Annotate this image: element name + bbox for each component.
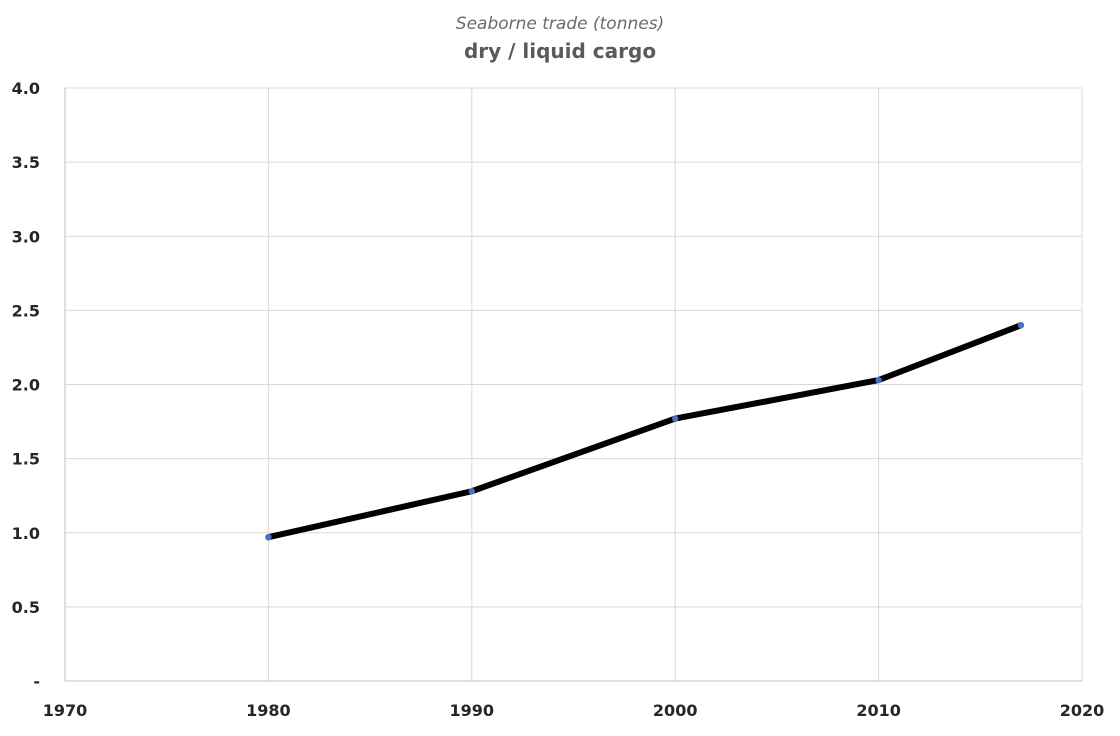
data-point [875, 376, 882, 384]
y-tick-label: 4.0 [12, 79, 40, 98]
x-tick-label: 1980 [246, 701, 291, 720]
series-line [265, 322, 1024, 541]
x-tick-label: 2000 [653, 701, 698, 720]
x-tick-label: 1970 [43, 701, 88, 720]
chart-subtitle: Seaborne trade (tonnes) [456, 14, 664, 34]
y-tick-label: 2.0 [12, 376, 40, 395]
y-tick-label: 2.5 [12, 301, 40, 320]
chart-title: dry / liquid cargo [464, 39, 656, 63]
y-tick-label: 3.5 [12, 153, 40, 172]
series-layer [265, 322, 1025, 541]
x-tick-label: 2010 [856, 701, 901, 720]
data-point [265, 533, 272, 541]
axes [64, 88, 1082, 682]
data-point [672, 415, 679, 422]
y-tick-label: 1.5 [12, 450, 40, 469]
data-point [1017, 322, 1025, 329]
data-point [468, 488, 475, 495]
y-tick-label: - [33, 672, 40, 691]
y-tick-label: 3.0 [12, 227, 40, 246]
y-tick-label: 1.0 [12, 524, 40, 543]
grid [64, 87, 1083, 682]
x-tick-label: 2020 [1060, 701, 1105, 720]
y-tick-label: 0.5 [12, 598, 40, 617]
tick-labels: - 0.5 1.0 1.5 2.0 2.5 3.0 3.5 4.0 1970 1980 1990 200… [12, 79, 1105, 720]
x-tick-label: 1990 [450, 701, 495, 720]
